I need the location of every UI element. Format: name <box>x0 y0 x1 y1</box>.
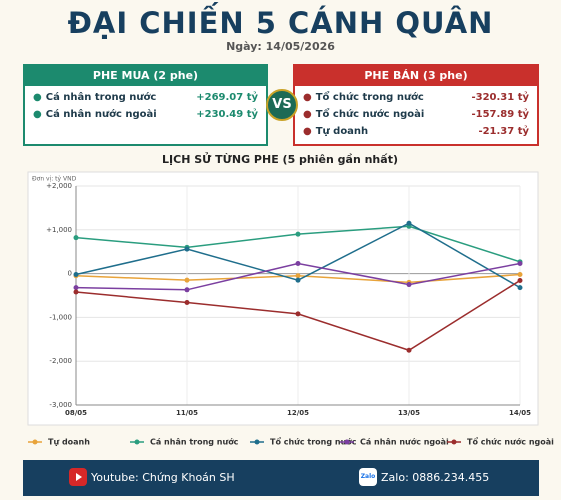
legend-dot <box>134 439 140 445</box>
legend-dot <box>254 439 260 445</box>
item-name: Tổ chức trong nước <box>303 92 424 103</box>
sell-title: PHE BÁN (3 phe) <box>295 66 537 86</box>
y-tick-label: 0 <box>68 270 72 278</box>
legend-label: Tổ chức trong nước <box>270 436 357 447</box>
unit-label: Đơn vị: tỷ VND <box>32 176 77 183</box>
title: ĐẠI CHIẾN 5 CÁNH QUÂN <box>67 6 494 40</box>
data-point <box>295 277 301 283</box>
buy-panel: PHE MUA (2 phe) Cá nhân trong nước +269.0… <box>23 64 268 146</box>
zalo-icon: Zalo <box>359 468 377 486</box>
legend-label: Tổ chức nước ngoài <box>467 436 554 447</box>
legend-label: Cá nhân trong nước <box>150 437 239 447</box>
date: Ngày: 14/05/2026 <box>226 40 335 53</box>
data-point <box>517 285 523 291</box>
x-tick-label: 14/05 <box>509 409 531 417</box>
chart-frame <box>27 171 539 426</box>
youtube-link: Youtube: Chứng Khoán SH <box>91 471 235 484</box>
play-icon <box>76 473 82 481</box>
chart-title: LỊCH SỬ TỪNG PHE (5 phiên gần nhất) <box>162 152 398 166</box>
item-name: Tổ chức nước ngoài <box>303 109 425 120</box>
item-value: -21.37 tỷ <box>478 126 529 137</box>
data-point <box>184 246 190 252</box>
data-point <box>73 235 79 241</box>
legend-dot <box>451 439 457 445</box>
data-point <box>517 261 523 267</box>
legend-label: Cá nhân nước ngoài <box>360 437 449 447</box>
data-point <box>73 289 79 295</box>
item-value: +230.49 tỷ <box>196 109 258 120</box>
buy-item: Cá nhân nước ngoài +230.49 tỷ <box>25 109 266 120</box>
y-tick-label: -2,000 <box>49 357 72 365</box>
youtube-icon <box>69 468 87 486</box>
data-point <box>406 282 412 288</box>
x-tick-label: 12/05 <box>287 409 309 417</box>
sell-panel: PHE BÁN (3 phe) Tổ chức trong nước -320.3… <box>293 64 539 146</box>
data-point <box>295 273 301 279</box>
chart: LỊCH SỬ TỪNG PHE (5 phiên gần nhất) Đơn … <box>27 152 554 447</box>
data-point <box>73 271 79 277</box>
item-value: -320.31 tỷ <box>471 92 529 103</box>
y-tick-label: -3,000 <box>49 401 72 409</box>
data-point <box>406 220 412 226</box>
data-point <box>517 272 523 278</box>
y-tick-label: -1,000 <box>49 313 72 321</box>
sell-item: Tổ chức trong nước -320.31 tỷ <box>295 92 537 103</box>
legend-dot <box>32 439 38 445</box>
sell-item: Tổ chức nước ngoài -157.89 tỷ <box>295 109 537 120</box>
legend-dot <box>344 439 350 445</box>
buy-title: PHE MUA (2 phe) <box>25 66 266 86</box>
data-point <box>184 277 190 283</box>
buy-item: Cá nhân trong nước +269.07 tỷ <box>25 92 266 103</box>
x-tick-label: 11/05 <box>176 409 198 417</box>
data-point <box>184 300 190 306</box>
legend-label: Tự doanh <box>48 438 90 447</box>
x-tick-label: 08/05 <box>65 409 87 417</box>
vs-badge: VS <box>266 89 298 121</box>
data-point <box>295 311 301 317</box>
data-point <box>517 278 523 284</box>
data-point <box>295 231 301 237</box>
data-point <box>73 285 79 291</box>
data-point <box>184 287 190 293</box>
item-name: Cá nhân nước ngoài <box>33 109 157 120</box>
data-point <box>406 347 412 353</box>
zalo-link: Zalo: 0886.234.455 <box>381 471 490 484</box>
y-tick-label: +1,000 <box>46 226 72 234</box>
item-name: Cá nhân trong nước <box>33 92 157 103</box>
x-tick-label: 13/05 <box>398 409 420 417</box>
footer: Youtube: Chứng Khoán SH Zalo Zalo: 0886.… <box>23 460 539 496</box>
item-name: Tự doanh <box>303 126 368 137</box>
y-tick-label: +2,000 <box>46 182 72 190</box>
item-value: +269.07 tỷ <box>196 92 258 103</box>
sell-item: Tự doanh -21.37 tỷ <box>295 126 537 137</box>
item-value: -157.89 tỷ <box>471 109 529 120</box>
data-point <box>295 261 301 267</box>
